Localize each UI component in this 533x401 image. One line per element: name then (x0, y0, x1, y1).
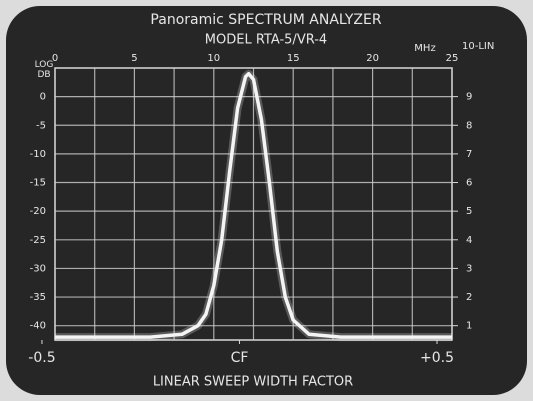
x-tick-label: 15 (287, 53, 300, 64)
y2-tick-label: 4 (466, 235, 472, 246)
y2-tick-label: 5 (466, 206, 472, 217)
x-tick-label: 5 (131, 53, 137, 64)
y-tick-label: -25 (30, 235, 46, 246)
x-axis-label: MHz (414, 43, 435, 54)
x2-tick-label: -0.5 (28, 350, 55, 366)
y2-tick-label: 6 (466, 178, 472, 189)
y-tick-label: -35 (30, 292, 46, 303)
y2-tick-label: 7 (466, 149, 472, 160)
chart-subtitle: MODEL RTA-5/VR-4 (205, 33, 327, 48)
x-tick-label: 25 (446, 53, 459, 64)
y-tick-label: -5 (36, 120, 46, 131)
y2-tick-label: 8 (466, 120, 472, 131)
chart: Panoramic SPECTRUM ANALYZER MODEL RTA-5/… (0, 0, 533, 401)
y-tick-label: -40 (30, 321, 46, 332)
y-tick-label: -10 (30, 149, 46, 160)
x-tick-label: 10 (207, 53, 220, 64)
x2-axis-label: LINEAR SWEEP WIDTH FACTOR (153, 375, 353, 390)
y2-tick-label: 3 (466, 263, 472, 274)
x2-tick-label: +0.5 (420, 350, 454, 366)
y-tick-label: -30 (30, 263, 46, 274)
y-tick-label: -20 (30, 206, 46, 217)
y-tick-label: 0 (40, 92, 46, 103)
y2-axis-label: 10-LIN (462, 41, 494, 52)
y-tick-label: -15 (30, 178, 46, 189)
y2-tick-label: 2 (466, 292, 472, 303)
chart-title: Panoramic SPECTRUM ANALYZER (150, 12, 381, 28)
x2-tick-label: CF (231, 350, 249, 366)
y-axis-label: LOG DB (34, 60, 54, 80)
page: Panoramic SPECTRUM ANALYZER MODEL RTA-5/… (0, 0, 533, 401)
x-tick-label: 20 (366, 53, 379, 64)
y2-tick-label: 9 (466, 92, 472, 103)
y2-tick-label: 1 (466, 321, 472, 332)
